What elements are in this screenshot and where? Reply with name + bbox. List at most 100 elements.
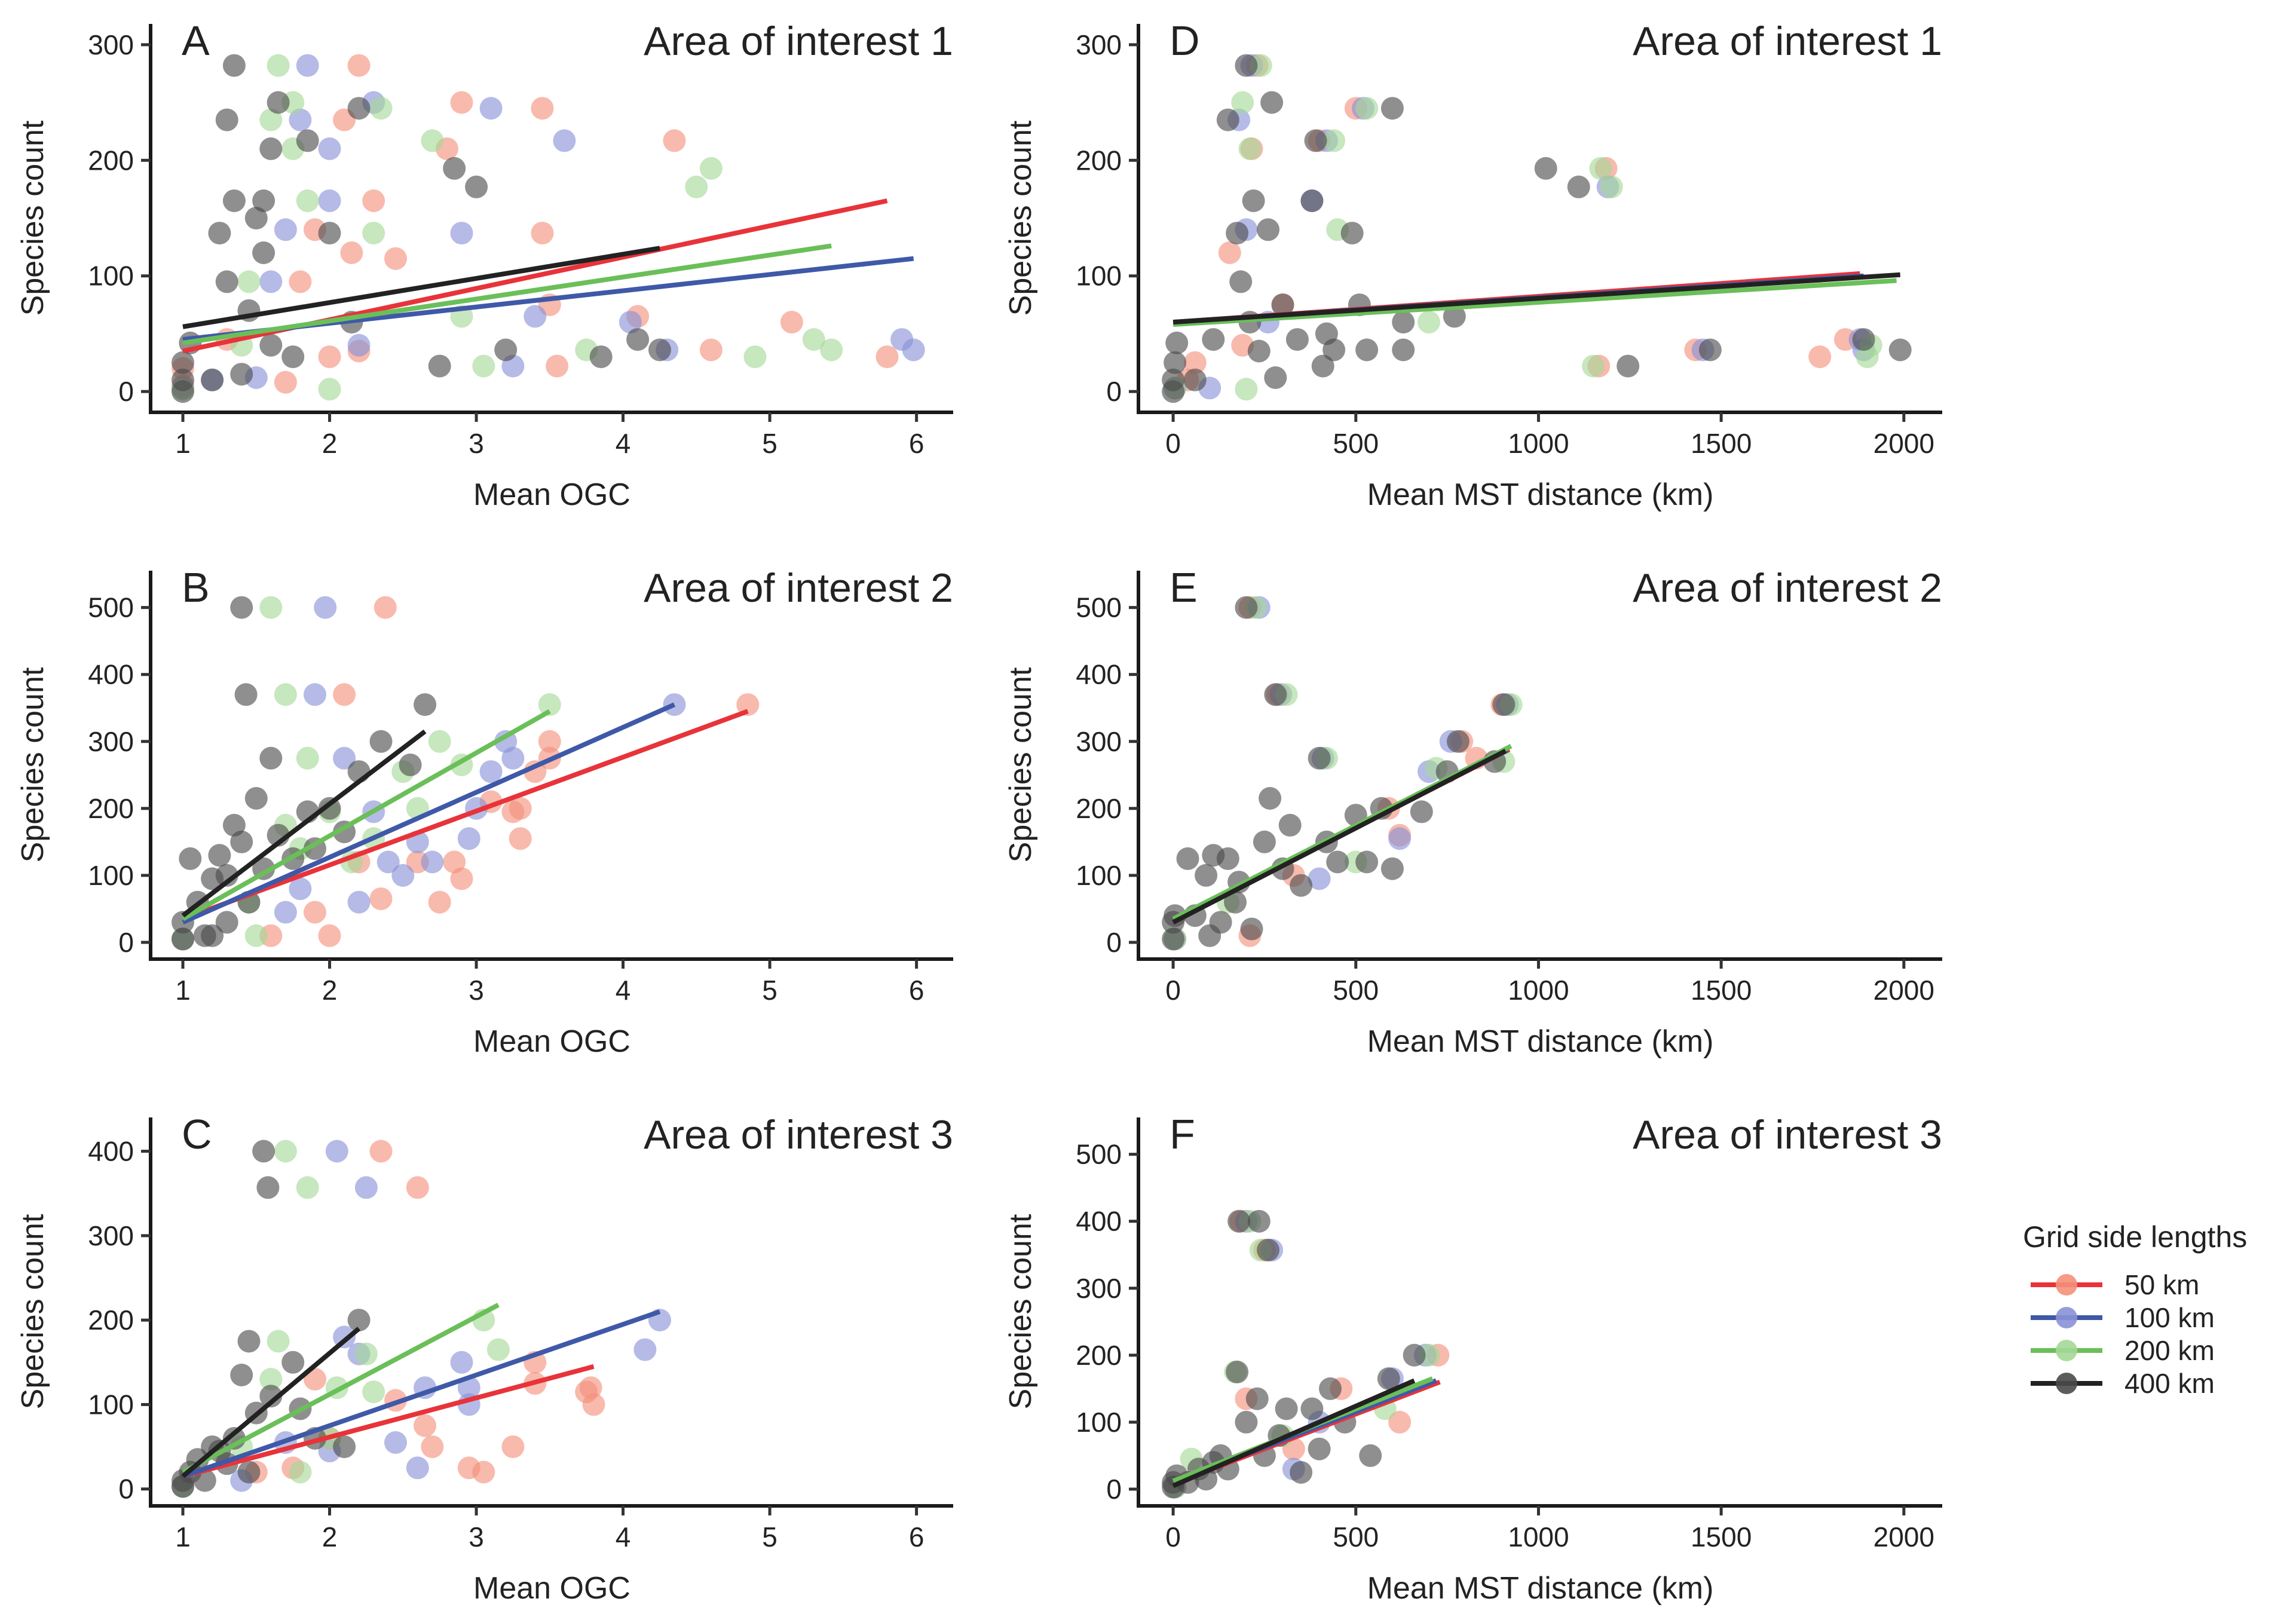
x-tick-label: 1500 — [1691, 1521, 1752, 1552]
point-400-km-59 — [237, 1330, 261, 1353]
point-400-km-40 — [1290, 1461, 1313, 1484]
y-tick-label: 100 — [88, 860, 134, 891]
point-400-km-40 — [1253, 830, 1276, 853]
point-200-km-59 — [743, 345, 767, 369]
point-400-km-33 — [1227, 1209, 1251, 1233]
point-200-km-58 — [699, 157, 723, 180]
y-axis-title: Species count — [16, 667, 50, 862]
point-200-km-41 — [244, 924, 268, 947]
point-400-km-77 — [1888, 338, 1912, 362]
point-400-km-50 — [1355, 850, 1379, 874]
point-400-km-93 — [230, 363, 253, 386]
y-tick-label: 200 — [88, 1304, 134, 1336]
point-50-km-2 — [318, 924, 341, 947]
point-50-km-10 — [501, 1435, 525, 1459]
point-400-km-46 — [1377, 1367, 1400, 1391]
point-400-km-61 — [1304, 129, 1327, 152]
y-tick-label: 500 — [1076, 592, 1122, 623]
point-50-km-21 — [875, 345, 899, 369]
point-400-km-75 — [1698, 338, 1722, 362]
x-tick-label: 1500 — [1691, 428, 1752, 459]
axes — [149, 571, 953, 961]
fit-lines — [181, 1303, 661, 1479]
points — [172, 596, 760, 951]
legend-dot — [2056, 1373, 2077, 1394]
point-400-km-53 — [1410, 800, 1433, 823]
fit-lines — [1173, 271, 1900, 327]
y-tick-label: 400 — [88, 1136, 134, 1167]
x-axis-title: Mean MST distance (km) — [1367, 477, 1714, 512]
point-400-km-31 — [1176, 847, 1199, 870]
y-tick-label: 0 — [118, 376, 134, 407]
point-200-km-35 — [259, 1368, 283, 1391]
panel-title: Area of interest 3 — [1633, 1112, 1942, 1157]
point-100-km-36 — [274, 901, 297, 924]
point-400-km-60 — [252, 1140, 275, 1163]
point-200-km-57 — [685, 175, 708, 198]
point-200-km-47 — [267, 54, 290, 77]
fit-line-50-km — [182, 709, 749, 921]
point-200-km-34 — [1355, 97, 1379, 120]
point-200-km-61 — [820, 338, 843, 362]
point-400-km-78 — [414, 693, 437, 716]
point-400-km-51 — [193, 1469, 216, 1492]
point-400-km-59 — [1285, 328, 1309, 351]
panel-title: Area of interest 3 — [644, 1112, 953, 1157]
point-400-km-56 — [1260, 91, 1284, 114]
point-400-km-43 — [1319, 1377, 1342, 1400]
point-400-km-46 — [1183, 368, 1207, 391]
x-axis-title: Mean OGC — [473, 1024, 630, 1059]
point-400-km-49 — [1226, 222, 1249, 245]
point-400-km-55 — [1257, 218, 1279, 241]
point-100-km-29 — [457, 827, 480, 850]
point-400-km-68 — [1380, 97, 1404, 120]
point-400-km-71 — [222, 54, 246, 77]
point-400-km-36 — [1247, 1209, 1271, 1233]
point-400-km-78 — [252, 241, 275, 264]
point-200-km-42 — [296, 746, 319, 770]
point-400-km-76 — [1852, 328, 1875, 351]
point-400-km-68 — [201, 368, 224, 391]
point-50-km-7 — [428, 890, 451, 914]
point-400-km-66 — [244, 787, 268, 810]
point-400-km-69 — [208, 222, 231, 245]
point-400-km-77 — [267, 91, 290, 114]
legend-item-50-km: 50 km — [2031, 1269, 2199, 1300]
x-tick-label: 6 — [909, 975, 924, 1006]
point-400-km-47 — [1403, 1343, 1426, 1367]
point-400-km-58 — [1271, 293, 1294, 317]
point-100-km-18 — [1308, 867, 1331, 890]
point-400-km-73 — [215, 270, 238, 293]
point-100-km-31 — [633, 1338, 657, 1361]
x-tick-label: 4 — [616, 428, 631, 459]
fit-line-400-km — [181, 1327, 361, 1478]
point-200-km-36 — [1600, 175, 1623, 198]
y-tick-label: 200 — [1076, 1340, 1122, 1371]
point-400-km-57 — [1264, 366, 1287, 389]
point-100-km-26 — [259, 270, 283, 293]
x-tick-label: 3 — [469, 975, 484, 1006]
point-100-km-35 — [553, 129, 576, 152]
x-tick-label: 1 — [175, 1521, 191, 1552]
point-400-km-54 — [172, 927, 194, 951]
point-400-km-65 — [1340, 222, 1364, 245]
point-400-km-28 — [1162, 927, 1185, 951]
x-tick-label: 1 — [175, 975, 191, 1006]
point-100-km-30 — [318, 189, 341, 212]
point-400-km-60 — [1300, 189, 1324, 212]
point-400-km-65 — [234, 683, 258, 706]
point-100-km-33 — [494, 730, 518, 753]
point-50-km-18 — [304, 901, 326, 924]
point-400-km-74 — [244, 207, 268, 229]
point-400-km-39 — [1275, 1397, 1298, 1420]
point-100-km-25 — [384, 1431, 407, 1454]
panel-letter: A — [182, 17, 210, 64]
x-axis-title: Mean OGC — [473, 1571, 630, 1606]
fit-line-100-km — [182, 702, 676, 925]
x-tick-label: 5 — [762, 1521, 777, 1552]
x-tick-label: 500 — [1333, 428, 1379, 459]
point-50-km-3 — [369, 1140, 393, 1163]
fit-line-200-km — [182, 709, 551, 921]
panel-letter: C — [182, 1111, 212, 1157]
y-tick-label: 400 — [88, 659, 134, 690]
